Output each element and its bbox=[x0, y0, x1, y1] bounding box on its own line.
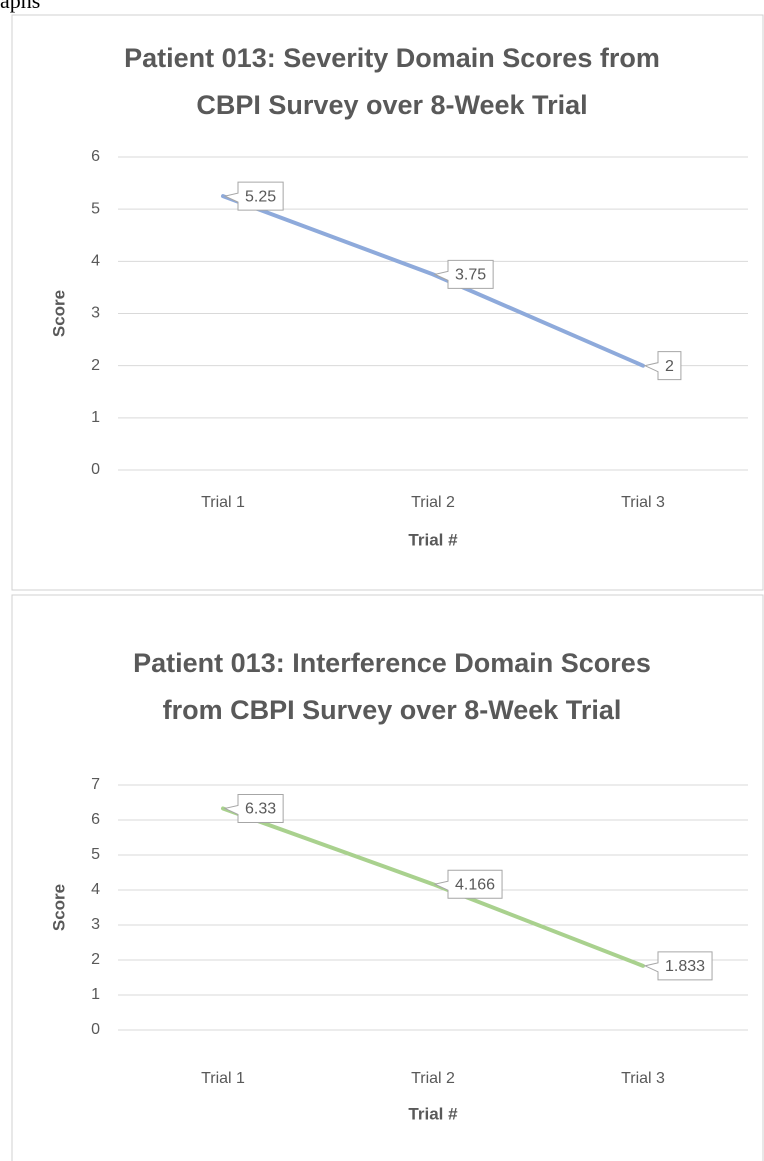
x-tick-label: Trial 3 bbox=[621, 494, 665, 511]
data-label-group: 4.166 bbox=[433, 869, 503, 899]
title-line: from CBPI Survey over 8-Week Trial bbox=[163, 695, 622, 725]
x-tick-label: Trial 1 bbox=[201, 1070, 245, 1087]
data-label: 5.25 bbox=[245, 188, 276, 205]
x-tick-label: Trial 2 bbox=[411, 1070, 455, 1087]
x-axis-title: Trial # bbox=[408, 1104, 458, 1123]
y-tick-label: 1 bbox=[91, 409, 100, 426]
data-label-callout bbox=[223, 181, 284, 211]
data-label-callout bbox=[643, 951, 713, 981]
y-tick-label: 2 bbox=[91, 951, 100, 968]
data-label: 6.33 bbox=[245, 801, 276, 818]
y-tick-label: 6 bbox=[91, 148, 100, 165]
y-tick-label: 0 bbox=[91, 1021, 100, 1038]
x-axis-title: Trial # bbox=[408, 530, 458, 549]
series-line bbox=[221, 194, 645, 368]
data-label: 1.833 bbox=[665, 958, 705, 975]
y-tick-label: 4 bbox=[91, 881, 100, 898]
y-axis-title: Score bbox=[49, 290, 68, 337]
y-tick-label: 5 bbox=[91, 200, 100, 217]
y-tick-label: 2 bbox=[91, 357, 100, 374]
y-tick-label: 0 bbox=[91, 461, 100, 478]
data-label-group: 5.25 bbox=[223, 181, 284, 211]
data-label: 3.75 bbox=[455, 267, 486, 284]
title-line: Patient 013: Interference Domain Scores bbox=[133, 648, 651, 678]
chart-frame bbox=[11, 14, 764, 591]
y-tick-label: 6 bbox=[91, 811, 100, 828]
y-tick-label: 3 bbox=[91, 916, 100, 933]
chart-title: Patient 013: Interference Domain Scores f… bbox=[133, 648, 651, 725]
data-label-callout bbox=[433, 259, 494, 289]
data-label-callout bbox=[643, 351, 682, 381]
data-label: 2 bbox=[665, 358, 674, 375]
title-line: Patient 013: Severity Domain Scores from bbox=[124, 43, 660, 73]
data-label-callout bbox=[433, 869, 503, 899]
chart-frame bbox=[11, 594, 764, 1161]
data-label-group: 2 bbox=[643, 351, 682, 381]
data-label-callout bbox=[223, 793, 284, 823]
data-label-group: 1.833 bbox=[643, 951, 713, 981]
x-tick-label: Trial 3 bbox=[621, 1070, 665, 1087]
series-line bbox=[221, 806, 645, 968]
y-tick-label: 3 bbox=[91, 305, 100, 322]
x-tick-label: Trial 1 bbox=[201, 494, 245, 511]
y-tick-label: 5 bbox=[91, 846, 100, 863]
y-tick-label: 1 bbox=[91, 986, 100, 1003]
data-label: 4.166 bbox=[455, 876, 495, 893]
chart-title: Patient 013: Severity Domain Scores from… bbox=[124, 43, 660, 120]
y-axis-title: Score bbox=[49, 884, 68, 931]
data-label-group: 6.33 bbox=[223, 793, 284, 823]
data-label-group: 3.75 bbox=[433, 259, 494, 289]
page-heading: aphs bbox=[0, 0, 41, 13]
title-line: CBPI Survey over 8-Week Trial bbox=[196, 90, 587, 120]
x-tick-label: Trial 2 bbox=[411, 494, 455, 511]
y-tick-label: 4 bbox=[91, 253, 100, 270]
y-tick-label: 7 bbox=[91, 776, 100, 793]
